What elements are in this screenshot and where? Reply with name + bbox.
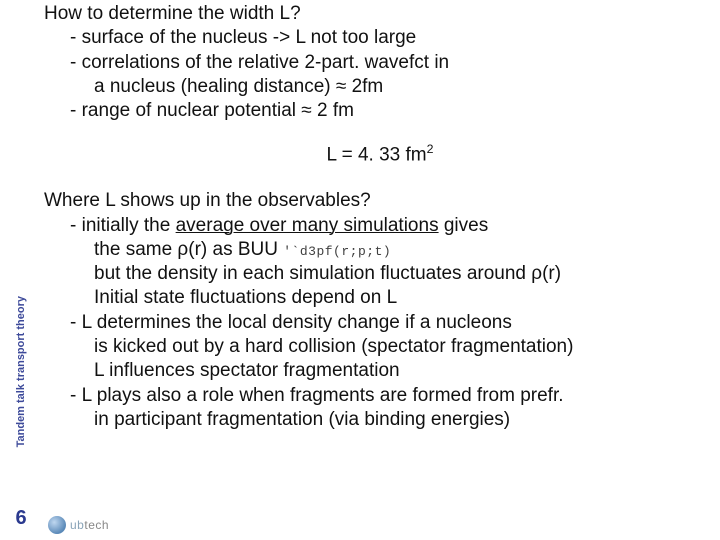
footer-logo: ubtech — [48, 516, 109, 534]
section1-bullet2b: a nucleus (healing distance) ≈ 2fm — [44, 75, 716, 99]
section1-bullet3: - range of nuclear potential ≈ 2 fm — [44, 99, 716, 123]
section2-b2b: is kicked out by a hard collision (spect… — [44, 335, 716, 359]
b1a-pre: - initially the — [70, 215, 176, 236]
section1-bullet2a: - correlations of the relative 2-part. w… — [44, 51, 716, 75]
section2-b1c: but the density in each simulation fluct… — [44, 262, 716, 286]
b1b-text: the same ρ(r) as BUU — [94, 239, 283, 260]
page-number: 6 — [15, 507, 26, 530]
logo-suffix: tech — [84, 518, 109, 532]
section2-b3a: - L plays also a role when fragments are… — [44, 384, 716, 408]
section2-b3b: in participant fragmentation (via bindin… — [44, 408, 716, 432]
b1a-post: gives — [439, 215, 489, 236]
logo-text: ubtech — [70, 518, 109, 532]
section2-b2a: - L determines the local density change … — [44, 311, 716, 335]
slide-content: How to determine the width L? - surface … — [44, 2, 716, 438]
section2-b2c: L influences spectator fragmentation — [44, 359, 716, 383]
section2-b1a: - initially the average over many simula… — [44, 214, 716, 238]
b1a-under: average over many simulations — [176, 215, 439, 236]
section-1: How to determine the width L? - surface … — [44, 2, 716, 124]
section2-b1d: Initial state fluctuations depend on L — [44, 286, 716, 310]
section2-b1b: the same ρ(r) as BUU '`d3pf(r;p;t) — [44, 238, 716, 262]
equation: L = 4. 33 fm2 — [44, 142, 716, 168]
section-2: Where L shows up in the observables? - i… — [44, 189, 716, 432]
b1b-formula: '`d3pf(r;p;t) — [283, 244, 391, 259]
section1-bullet1: - surface of the nucleus -> L not too la… — [44, 26, 716, 50]
equation-sup: 2 — [427, 142, 434, 156]
logo-sphere-icon — [48, 516, 66, 534]
section1-heading: How to determine the width L? — [44, 2, 716, 26]
equation-text: L = 4. 33 fm — [326, 144, 426, 165]
logo-prefix: ub — [70, 518, 84, 532]
sidebar-title: Tandem talk transport theory — [15, 296, 27, 447]
section2-heading: Where L shows up in the observables? — [44, 189, 716, 213]
sidebar: Tandem talk transport theory 6 — [6, 0, 36, 540]
